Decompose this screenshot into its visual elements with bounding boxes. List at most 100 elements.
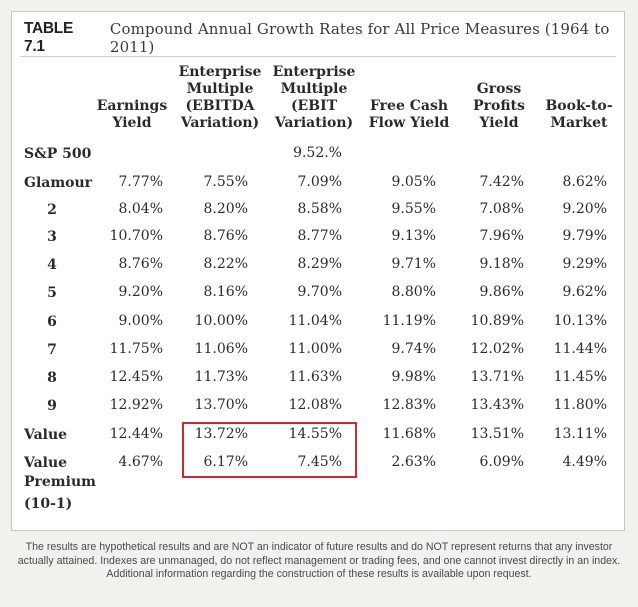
table-cell: 13.43% <box>470 397 524 413</box>
row-label-line: 5 <box>47 285 57 301</box>
row-label-line: 7 <box>47 342 57 358</box>
table-cell: 12.02% <box>470 341 524 357</box>
table-cell: 11.68% <box>382 426 436 442</box>
column-header-line: Variation) <box>180 115 260 131</box>
table-cell: 6.09% <box>479 454 524 470</box>
row-label-line: Premium <box>24 474 96 490</box>
table-cell: 8.80% <box>391 284 436 300</box>
footnote: The results are hypothetical results and… <box>17 541 621 580</box>
table-cell: 7.96% <box>479 228 524 244</box>
row-label-line: 4 <box>47 257 57 273</box>
table-cell: 8.29% <box>297 256 342 272</box>
row-label: 2 <box>42 202 62 218</box>
table-cell: 9.79% <box>562 228 607 244</box>
row-label: 8 <box>42 370 62 386</box>
table-cell: 9.62% <box>562 284 607 300</box>
row-label: 3 <box>42 229 62 245</box>
row-label-line: 9 <box>47 398 57 414</box>
table-cell: 11.75% <box>109 341 163 357</box>
column-header: Enterprise Multiple (EBIT Variation) <box>264 64 364 132</box>
column-header: Gross Profits Yield <box>449 81 549 132</box>
table-cell: 7.77% <box>118 174 163 190</box>
row-label: 9 <box>42 398 62 414</box>
table-cell: 8.20% <box>203 201 248 217</box>
row-label-line: Glamour <box>24 175 93 191</box>
table-cell: 11.80% <box>553 397 607 413</box>
column-header-line: Enterprise <box>178 64 262 80</box>
table-cell: 11.73% <box>194 369 248 385</box>
table-cell: 9.05% <box>391 174 436 190</box>
column-header-line: Gross <box>476 81 522 97</box>
column-header-line: Yield <box>479 115 519 131</box>
table-cell: 9.20% <box>562 201 607 217</box>
table-cell: 13.72% <box>194 426 248 442</box>
table-cell: 9.52.% <box>293 145 342 161</box>
column-header: Free Cash Flow Yield <box>359 98 459 132</box>
table-cell: 7.09% <box>297 174 342 190</box>
table-card: TABLE 7.1 Compound Annual Growth Rates f… <box>11 11 625 531</box>
row-label-line: 8 <box>47 370 57 386</box>
table-cell: 11.45% <box>553 369 607 385</box>
row-label-line: S&P 500 <box>24 146 92 162</box>
highlight-box <box>182 422 357 478</box>
column-header-line: (EBITDA <box>185 98 255 114</box>
table-cell: 11.04% <box>288 313 342 329</box>
table-cell: 8.22% <box>203 256 248 272</box>
table-cell: 9.18% <box>479 256 524 272</box>
row-label: 5 <box>42 285 62 301</box>
column-header: Earnings Yield <box>82 98 182 132</box>
row-label-line: (10-1) <box>24 496 73 512</box>
table-cell: 8.58% <box>297 201 342 217</box>
table-cell: 11.00% <box>288 341 342 357</box>
row-label: Glamour <box>24 175 92 191</box>
table-cell: 9.29% <box>562 256 607 272</box>
table-title-row: TABLE 7.1 Compound Annual Growth Rates f… <box>20 20 616 57</box>
row-label-line: 2 <box>47 202 57 218</box>
table-cell: 11.06% <box>194 341 248 357</box>
table-cell: 11.63% <box>288 369 342 385</box>
table-label: TABLE 7.1 <box>24 20 74 55</box>
table-cell: 13.51% <box>470 426 524 442</box>
table-cell: 6.17% <box>203 454 248 470</box>
table-cell: 8.62% <box>562 174 607 190</box>
table-cell: 7.55% <box>203 174 248 190</box>
column-header-line: Enterprise <box>272 64 356 80</box>
table-cell: 12.08% <box>288 397 342 413</box>
table-cell: 9.55% <box>391 201 436 217</box>
table-cell: 9.70% <box>297 284 342 300</box>
table-cell: 11.19% <box>382 313 436 329</box>
table-cell: 12.83% <box>382 397 436 413</box>
column-header-line: Multiple <box>280 81 348 97</box>
table-cell: 9.00% <box>118 313 163 329</box>
table-cell: 13.11% <box>553 426 607 442</box>
table-cell: 12.45% <box>109 369 163 385</box>
table-cell: 8.77% <box>297 228 342 244</box>
table-cell: 9.74% <box>391 341 436 357</box>
table-cell: 9.71% <box>391 256 436 272</box>
table-cell: 13.70% <box>194 397 248 413</box>
table-cell: 2.63% <box>391 454 436 470</box>
row-label: S&P 500 <box>24 146 91 162</box>
table-cell: 9.13% <box>391 228 436 244</box>
table-cell: 14.55% <box>288 426 342 442</box>
column-header-line: Multiple <box>186 81 254 97</box>
column-header-line: Yield <box>112 115 152 131</box>
column-header: Enterprise Multiple (EBITDA Variation) <box>170 64 270 132</box>
table-cell: 8.16% <box>203 284 248 300</box>
table-cell: 7.42% <box>479 174 524 190</box>
table-cell: 12.44% <box>109 426 163 442</box>
table-cell: 8.04% <box>118 201 163 217</box>
table-cell: 13.71% <box>470 369 524 385</box>
column-header-line: Variation) <box>274 115 354 131</box>
row-label: Value Premium (10-1) <box>24 455 96 515</box>
row-label: 6 <box>42 314 62 330</box>
table-cell: 10.70% <box>109 228 163 244</box>
table-cell: 9.86% <box>479 284 524 300</box>
table-cell: 8.76% <box>203 228 248 244</box>
row-label-line: Value <box>24 455 68 471</box>
column-header: Book-to- Market <box>529 98 629 132</box>
row-label: 7 <box>42 342 62 358</box>
table-cell: 9.20% <box>118 284 163 300</box>
column-header-line: Free Cash <box>369 98 449 114</box>
row-label: Value <box>24 427 67 443</box>
